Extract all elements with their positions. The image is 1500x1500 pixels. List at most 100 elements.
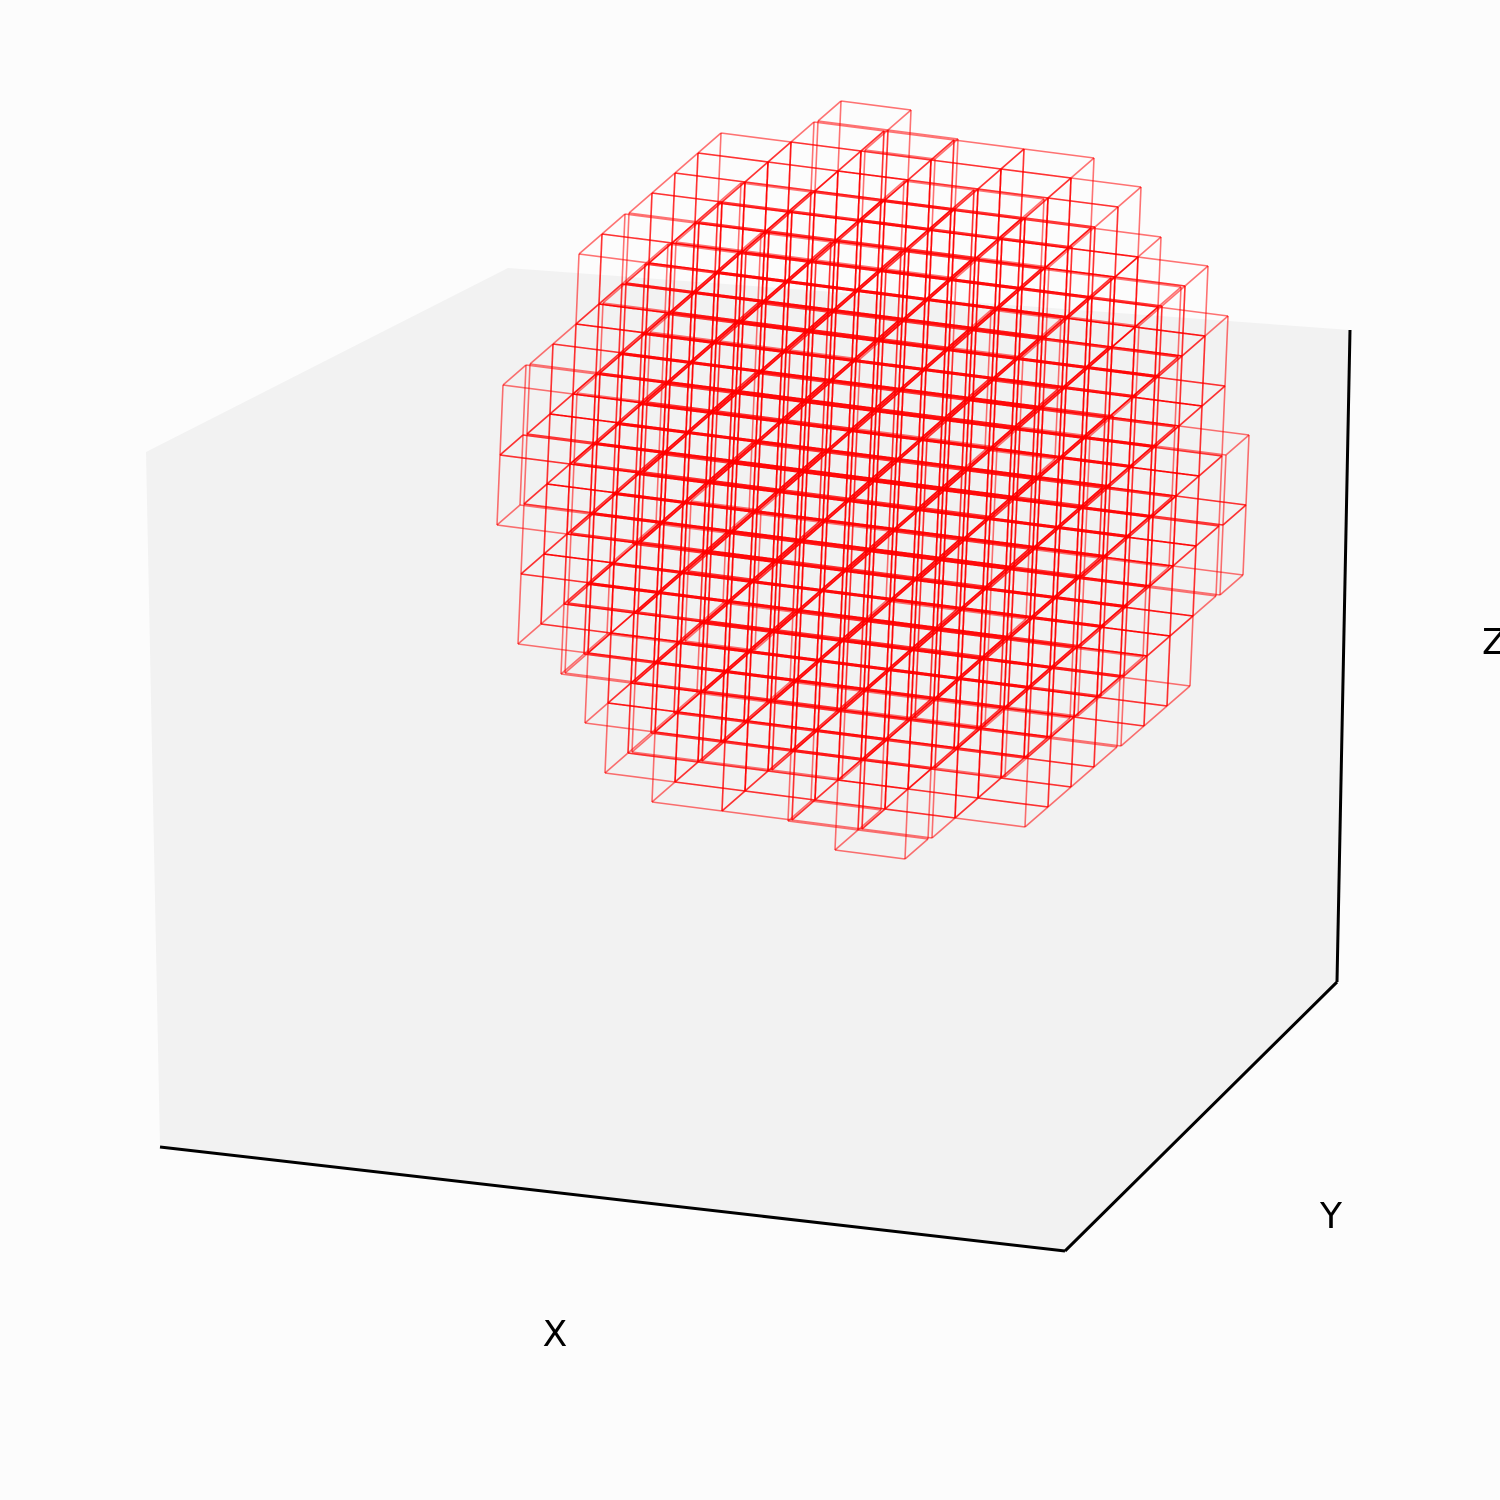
voxel-edge	[736, 440, 761, 462]
voxel-edge	[720, 671, 725, 743]
voxel-edge	[517, 623, 542, 645]
voxel-edge	[864, 129, 889, 151]
voxel-edge	[969, 447, 994, 469]
voxel-edge	[907, 179, 979, 190]
voxel-edge	[733, 510, 758, 532]
voxel-edge	[1146, 635, 1171, 657]
voxel-edge	[804, 261, 809, 333]
voxel-edge	[676, 572, 681, 644]
voxel-edge	[1171, 426, 1176, 498]
voxel-edge	[903, 180, 975, 191]
voxel-edge	[622, 352, 694, 363]
voxel-edge	[697, 152, 769, 163]
voxel-edge	[815, 259, 887, 270]
voxel-edge	[1011, 358, 1016, 430]
voxel-edge	[741, 231, 766, 253]
voxel-edge	[648, 242, 673, 264]
voxel-edge	[841, 758, 866, 780]
voxel-edge	[1054, 388, 1059, 460]
voxel-edge	[746, 651, 818, 662]
voxel-edge	[867, 668, 892, 690]
voxel-edge	[922, 368, 927, 440]
voxel-edge	[818, 521, 890, 532]
voxel-edge	[836, 710, 908, 721]
voxel-edge	[979, 588, 984, 660]
back-right-pane	[146, 268, 1350, 1251]
voxel-edge	[825, 380, 830, 452]
voxel-edge	[861, 828, 933, 839]
voxel-edge	[701, 760, 773, 771]
voxel-edge	[619, 402, 644, 424]
voxel-edge	[1107, 347, 1179, 358]
voxel-edge	[768, 230, 840, 241]
voxel-edge	[718, 201, 723, 273]
voxel-edge	[691, 222, 696, 294]
voxel-edge	[543, 553, 615, 564]
voxel-edge	[893, 598, 965, 609]
voxel-edge	[1123, 655, 1148, 677]
voxel-edge	[909, 579, 914, 651]
voxel-edge	[827, 241, 832, 313]
voxel-edge	[1061, 387, 1133, 398]
voxel-edge	[1103, 555, 1108, 627]
voxel-edge	[827, 311, 899, 322]
voxel-edge	[774, 699, 846, 710]
voxel-edge	[1224, 315, 1229, 387]
voxel-edge	[819, 520, 824, 592]
voxel-edge	[1033, 546, 1038, 618]
voxel-edge	[1101, 417, 1106, 489]
voxel-edge	[1137, 256, 1209, 267]
voxel-edge	[941, 349, 946, 421]
voxel-edge	[688, 362, 760, 373]
voxel-edge	[814, 170, 839, 192]
voxel-edge	[744, 790, 816, 801]
voxel-edge	[916, 578, 988, 589]
voxel-edge	[910, 718, 982, 729]
voxel-edge	[900, 250, 972, 261]
voxel-edge	[1000, 168, 1072, 179]
voxel-edge	[899, 438, 924, 460]
voxel-edge	[592, 443, 664, 454]
voxel-edge	[1108, 416, 1180, 427]
voxel-edge	[1023, 148, 1095, 159]
voxel-edge	[730, 580, 755, 602]
voxel-edge	[882, 338, 954, 349]
voxel-edge	[895, 459, 967, 470]
voxel-edge	[1168, 496, 1173, 568]
voxel-edge	[863, 689, 935, 700]
voxel-edge	[619, 352, 624, 424]
voxel-edge	[767, 700, 772, 772]
voxel-edge	[1033, 596, 1058, 618]
voxel-edge	[1071, 226, 1096, 248]
voxel-edge	[610, 632, 682, 643]
voxel-edge	[1047, 736, 1052, 808]
voxel-edge	[651, 781, 676, 803]
voxel-edge	[800, 589, 825, 611]
voxel-edge	[1222, 504, 1247, 526]
voxel-edge	[860, 759, 932, 770]
voxel-edge	[880, 130, 885, 202]
voxel-edge	[1045, 316, 1070, 338]
voxel-edge	[960, 657, 985, 679]
voxel-edge	[616, 422, 621, 494]
voxel-edge	[496, 524, 568, 535]
voxel-edge	[985, 448, 990, 520]
voxel-edge	[1189, 615, 1194, 687]
voxel-edge	[823, 569, 848, 591]
voxel-edge	[601, 233, 673, 244]
voxel-edge	[575, 303, 600, 325]
voxel-edge	[961, 399, 966, 471]
voxel-edge	[828, 310, 833, 382]
voxel-edge	[744, 770, 769, 792]
voxel-edge	[1019, 356, 1024, 428]
voxel-edge	[1024, 197, 1049, 219]
voxel-edge	[598, 283, 623, 305]
voxel-edge	[1070, 157, 1095, 179]
voxel-edge	[1022, 336, 1047, 358]
voxel-edge	[998, 307, 1070, 318]
voxel-edge	[751, 442, 823, 453]
voxel-edge	[936, 628, 1008, 639]
voxel-edge	[517, 573, 522, 645]
voxel-edge	[575, 323, 647, 334]
voxel-edge	[724, 670, 729, 742]
